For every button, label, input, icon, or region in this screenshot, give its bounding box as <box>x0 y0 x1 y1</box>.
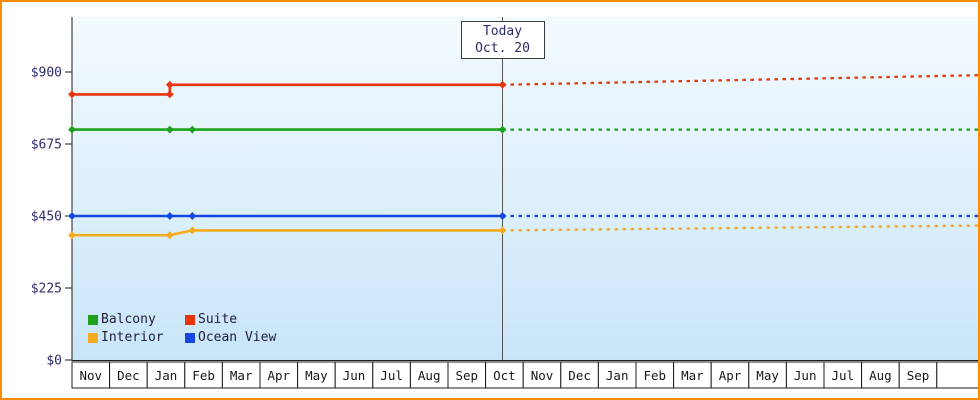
month-label: Nov <box>531 368 554 383</box>
y-axis-label: $675 <box>31 138 62 153</box>
month-cell <box>597 361 637 389</box>
month-cell <box>409 361 449 389</box>
month-cell <box>748 361 787 389</box>
month-cell <box>184 361 223 389</box>
month-label: Jul <box>832 368 855 383</box>
series-suite-marker <box>498 80 507 89</box>
chart-legend: Balcony Suite Interior Ocean View <box>88 312 276 345</box>
series-interior-marker <box>68 231 76 240</box>
legend-swatch-balcony <box>88 314 98 325</box>
month-cell <box>560 361 599 389</box>
series-balcony-marker <box>188 125 197 134</box>
month-cell <box>146 361 186 389</box>
series-interior-marker <box>498 226 507 235</box>
month-cell <box>447 361 487 389</box>
month-cell <box>297 361 336 389</box>
month-cell <box>823 361 863 389</box>
series-ocean-view-marker <box>165 212 174 220</box>
y-axis-label: $0 <box>46 354 62 369</box>
month-label: Feb <box>192 368 215 383</box>
month-label: Oct <box>493 368 516 383</box>
y-axis-label: $225 <box>31 282 62 297</box>
month-label: Sep <box>456 368 479 383</box>
series-balcony-marker <box>498 125 507 134</box>
month-label: Jun <box>794 368 817 383</box>
month-label: Jan <box>606 368 629 383</box>
y-axis-label: $450 <box>31 210 62 225</box>
month-cell-partial <box>936 361 978 389</box>
month-label: Feb <box>644 368 667 383</box>
month-label: Jan <box>155 368 178 383</box>
legend-label: Interior <box>101 330 164 345</box>
legend-swatch-interior <box>88 332 98 343</box>
month-label: Nov <box>80 368 103 383</box>
month-cell <box>635 361 675 389</box>
series-ocean-view-marker <box>188 212 197 220</box>
legend-label: Balcony <box>101 312 156 327</box>
series-suite-marker <box>165 80 174 89</box>
month-label: Apr <box>719 368 742 383</box>
series-ocean-view-marker <box>68 212 76 220</box>
plot-background <box>72 17 978 361</box>
series-balcony-marker <box>165 125 174 134</box>
series-suite-marker <box>165 90 174 99</box>
legend-item-balcony: Balcony <box>88 312 185 327</box>
legend-label: Suite <box>198 312 238 327</box>
month-cell <box>522 361 562 389</box>
month-cell <box>372 361 411 389</box>
month-label: Mar <box>681 368 704 383</box>
legend-item-suite: Suite <box>185 312 276 327</box>
series-ocean-view-marker <box>498 212 507 220</box>
month-label: Jul <box>380 368 403 383</box>
series-suite-history <box>72 83 503 96</box>
month-label: Apr <box>268 368 291 383</box>
legend-item-interior: Interior <box>88 330 185 345</box>
today-date: Oct. 20 <box>475 41 530 56</box>
month-label: Dec <box>117 368 140 383</box>
legend-item-ocean-view: Ocean View <box>185 330 276 345</box>
month-label: May <box>305 368 328 383</box>
today-marker-box: Today Oct. 20 <box>460 21 545 59</box>
month-cell <box>259 361 299 389</box>
y-axis-label: $900 <box>31 66 62 81</box>
today-label: Today <box>482 24 523 39</box>
month-label: Mar <box>230 368 253 383</box>
month-label: May <box>756 368 779 383</box>
legend-swatch-ocean-view <box>185 332 195 343</box>
month-cell <box>710 361 750 389</box>
month-label: Aug <box>869 368 892 383</box>
month-cell <box>109 361 148 389</box>
month-label: Sep <box>907 368 930 383</box>
series-interior-marker <box>165 231 174 240</box>
month-label: Aug <box>418 368 441 383</box>
legend-swatch-suite <box>185 314 195 325</box>
series-suite-marker <box>68 90 76 99</box>
month-label: Jun <box>343 368 366 383</box>
series-interior-history <box>72 229 503 237</box>
series-balcony-marker <box>68 125 76 134</box>
series-interior-marker <box>188 226 197 235</box>
month-label: Dec <box>568 368 591 383</box>
legend-label: Ocean View <box>198 330 277 345</box>
